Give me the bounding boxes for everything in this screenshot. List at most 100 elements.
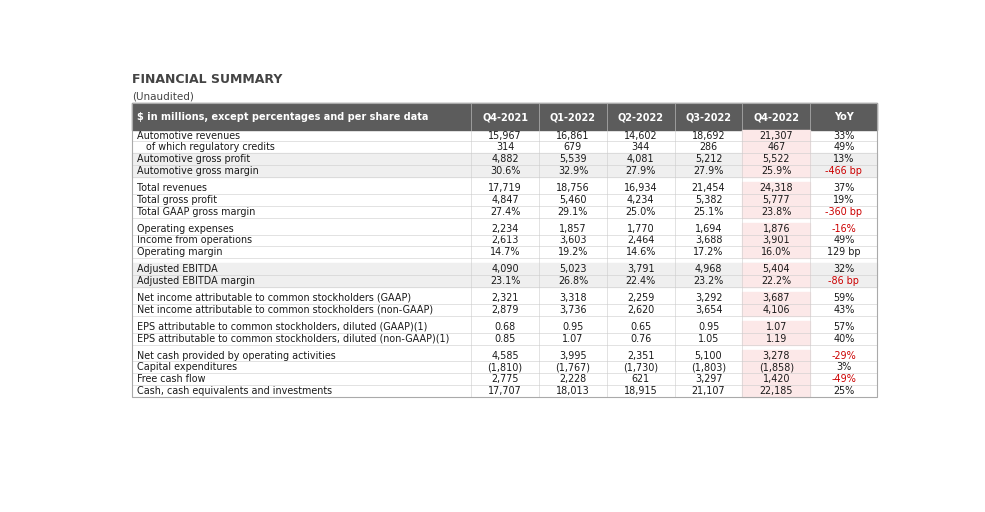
Bar (743, 263, 811, 275)
Text: 21,107: 21,107 (691, 386, 725, 396)
Text: 0.95: 0.95 (698, 322, 719, 332)
Text: 32.9%: 32.9% (558, 166, 588, 176)
Text: 1,876: 1,876 (762, 224, 790, 233)
Text: 27.9%: 27.9% (693, 166, 724, 176)
Text: 25%: 25% (833, 386, 854, 396)
Text: -360 bp: -360 bp (825, 207, 862, 217)
Text: 22.4%: 22.4% (625, 276, 656, 286)
Text: 27.9%: 27.9% (625, 166, 656, 176)
Text: 18,756: 18,756 (557, 183, 590, 193)
Text: 33%: 33% (833, 131, 855, 141)
Bar (743, 234, 811, 246)
Bar (132, 194, 878, 206)
Text: 27.4%: 27.4% (490, 207, 520, 217)
Text: 3,995: 3,995 (559, 351, 587, 360)
Text: 29.1%: 29.1% (558, 207, 588, 217)
Text: 0.65: 0.65 (630, 322, 651, 332)
Text: 3,278: 3,278 (762, 351, 790, 360)
Bar (743, 373, 811, 385)
Text: 1.05: 1.05 (698, 334, 719, 344)
Text: 3,654: 3,654 (694, 305, 722, 315)
Text: 43%: 43% (833, 305, 855, 315)
Text: Automotive gross profit: Automotive gross profit (137, 154, 250, 164)
Text: 16,934: 16,934 (624, 183, 658, 193)
Text: 2,464: 2,464 (627, 236, 654, 245)
Text: -466 bp: -466 bp (825, 166, 862, 176)
Bar (743, 304, 811, 316)
Text: EPS attributable to common stockholders, diluted (non-GAAP)(1): EPS attributable to common stockholders,… (137, 334, 449, 344)
Text: 5,539: 5,539 (559, 154, 587, 164)
Text: 3,901: 3,901 (762, 236, 790, 245)
Text: YoY: YoY (834, 112, 854, 122)
Text: EPS attributable to common stockholders, diluted (GAAP)(1): EPS attributable to common stockholders,… (137, 322, 427, 332)
Text: of which regulatory credits: of which regulatory credits (137, 142, 275, 153)
Text: 22.2%: 22.2% (761, 276, 791, 286)
Text: 18,013: 18,013 (557, 386, 590, 396)
Text: 14.6%: 14.6% (625, 247, 656, 257)
Text: 4,106: 4,106 (762, 305, 790, 315)
Text: 3,687: 3,687 (762, 293, 790, 303)
Text: (1,858): (1,858) (758, 362, 794, 372)
Text: Net income attributable to common stockholders (non-GAAP): Net income attributable to common stockh… (137, 305, 433, 315)
Text: 25.0%: 25.0% (625, 207, 656, 217)
Text: Total gross profit: Total gross profit (137, 195, 217, 205)
Bar (132, 275, 878, 287)
Text: 0.85: 0.85 (494, 334, 516, 344)
Bar (743, 130, 811, 141)
Text: Operating margin: Operating margin (137, 247, 223, 257)
Bar (132, 292, 878, 304)
Bar (743, 275, 811, 287)
Bar (132, 263, 878, 275)
Text: 5,777: 5,777 (762, 195, 790, 205)
Bar (743, 165, 811, 177)
Text: 14.7%: 14.7% (490, 247, 520, 257)
Text: 26.8%: 26.8% (558, 276, 588, 286)
Bar (132, 182, 878, 194)
Bar (132, 223, 878, 234)
Bar (743, 182, 811, 194)
Text: (Unaudited): (Unaudited) (132, 91, 194, 101)
Text: 14,602: 14,602 (624, 131, 658, 141)
Text: 679: 679 (563, 142, 582, 153)
Bar (132, 234, 878, 246)
Text: 1,694: 1,694 (694, 224, 722, 233)
Text: 1,857: 1,857 (559, 224, 587, 233)
Text: 1.07: 1.07 (765, 322, 787, 332)
Text: -86 bp: -86 bp (828, 276, 859, 286)
Text: 25.1%: 25.1% (693, 207, 724, 217)
Bar (132, 153, 878, 165)
Text: 4,847: 4,847 (492, 195, 519, 205)
Text: 621: 621 (631, 374, 650, 384)
Text: 0.68: 0.68 (494, 322, 516, 332)
Bar (132, 361, 878, 373)
Text: 19%: 19% (833, 195, 855, 205)
Text: 22,185: 22,185 (759, 386, 793, 396)
Text: 4,081: 4,081 (627, 154, 655, 164)
Bar (132, 321, 878, 333)
Text: (1,730): (1,730) (624, 362, 658, 372)
Text: (1,767): (1,767) (556, 362, 590, 372)
Text: 5,404: 5,404 (762, 264, 790, 274)
Text: (1,810): (1,810) (488, 362, 523, 372)
Bar (132, 130, 878, 141)
Text: 2,613: 2,613 (492, 236, 519, 245)
Text: 49%: 49% (833, 142, 855, 153)
Bar (743, 153, 811, 165)
Text: 16.0%: 16.0% (761, 247, 792, 257)
Text: -49%: -49% (831, 374, 856, 384)
Bar (132, 350, 878, 361)
Text: 18,915: 18,915 (624, 386, 658, 396)
Text: Operating expenses: Operating expenses (137, 224, 233, 233)
Bar (743, 385, 811, 397)
Bar (743, 206, 811, 218)
Text: Capital expenditures: Capital expenditures (137, 362, 237, 372)
Text: 3,791: 3,791 (627, 264, 655, 274)
Bar (132, 246, 878, 258)
Text: 5,460: 5,460 (559, 195, 587, 205)
Text: 5,212: 5,212 (694, 154, 722, 164)
Text: 18,692: 18,692 (691, 131, 725, 141)
Text: 17,719: 17,719 (489, 183, 522, 193)
Text: 1.07: 1.07 (562, 334, 584, 344)
Text: 5,100: 5,100 (694, 351, 722, 360)
Text: 2,234: 2,234 (492, 224, 519, 233)
